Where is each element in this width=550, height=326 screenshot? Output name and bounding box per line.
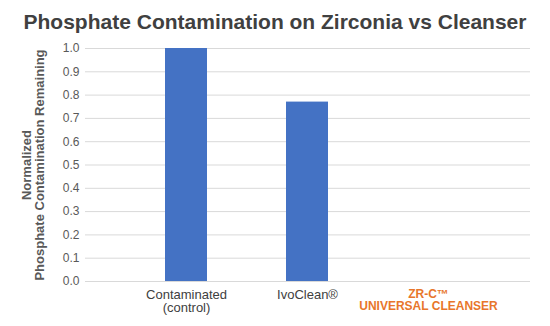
svg-text:0.7: 0.7 xyxy=(63,111,80,125)
svg-text:0.1: 0.1 xyxy=(63,251,80,265)
svg-text:0.8: 0.8 xyxy=(63,88,80,102)
svg-text:1.0: 1.0 xyxy=(63,41,80,55)
svg-text:0.9: 0.9 xyxy=(63,65,80,79)
svg-text:ZR-C™UNIVERSAL CLEANSER: ZR-C™UNIVERSAL CLEANSER xyxy=(359,287,498,313)
svg-text:IvoClean®: IvoClean® xyxy=(277,287,338,302)
html-text:Phosphate Contamination on Zir: Phosphate Contamination on Zirconia vs C… xyxy=(23,10,527,33)
svg-text:0.4: 0.4 xyxy=(63,181,80,195)
svg-text:0.2: 0.2 xyxy=(63,228,80,242)
svg-text:NormalizedPhosphate Contaminat: NormalizedPhosphate Contamination Remain… xyxy=(19,49,47,280)
svg-text:0.3: 0.3 xyxy=(63,204,80,218)
svg-text:0.5: 0.5 xyxy=(63,158,80,172)
svg-text:0.0: 0.0 xyxy=(63,274,80,288)
svg-text:0.6: 0.6 xyxy=(63,135,80,149)
svg-text:Contaminated(control): Contaminated(control) xyxy=(146,287,227,315)
